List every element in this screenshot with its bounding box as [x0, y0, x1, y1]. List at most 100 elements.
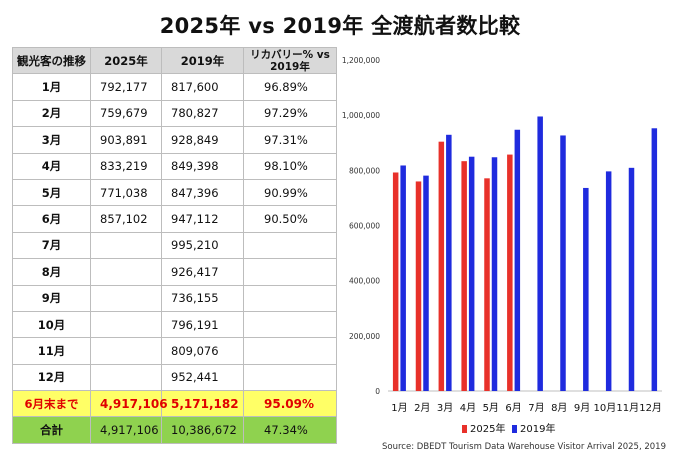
header-recovery: リカバリー% vs 2019年 [243, 46, 337, 75]
bar-2019 [651, 128, 658, 391]
cell-recovery: 97.31% [243, 126, 337, 154]
table-row: 1月 792,177 817,600 96.89% [12, 73, 337, 101]
bar-2019 [468, 156, 475, 391]
cell-month: 5月 [12, 178, 91, 207]
bar-2019 [537, 116, 543, 391]
y-tick-label: 400,000 [349, 277, 380, 286]
cell-value-2019: 736,155 [161, 284, 244, 312]
legend-swatch-2025 [462, 425, 467, 433]
table-row: 6月 857,102 947,112 90.50% [12, 205, 337, 233]
cell-value-2025 [90, 310, 162, 339]
cell-recovery [243, 363, 337, 392]
cell-value-2019: 796,191 [161, 310, 244, 339]
cell-value-2019: 5,171,182 [161, 390, 244, 418]
cell-month: 6月 [12, 205, 91, 233]
table-row: 2月 759,679 780,827 97.29% [12, 99, 337, 128]
cell-value-2025: 759,679 [90, 99, 162, 128]
bar-2019 [628, 167, 635, 391]
cell-recovery: 47.34% [243, 416, 337, 444]
cell-value-2025: 771,038 [90, 178, 162, 207]
ytd-row: 6月末まで 4,917,106 5,171,182 95.09% [12, 390, 337, 418]
cell-value-2025: 903,891 [90, 126, 162, 154]
y-tick-label: 0 [375, 387, 380, 396]
cell-month: 2月 [12, 99, 91, 128]
cell-month: 7月 [12, 231, 91, 260]
cell-value-2025: 4,917,106 [90, 416, 162, 444]
cell-value-2025 [90, 363, 162, 392]
page-title: 2025年 vs 2019年 全渡航者数比較 [159, 14, 521, 38]
bar-2025 [438, 141, 445, 391]
bar-2019 [400, 165, 406, 391]
legend-label-2019: 2019年 [520, 422, 555, 435]
table-row: 10月 796,191 [12, 310, 337, 339]
header-2019: 2019年 [161, 46, 244, 75]
table-row: 4月 833,219 849,398 98.10% [12, 152, 337, 180]
cell-value-2019: 995,210 [161, 231, 244, 260]
cell-recovery: 95.09% [243, 390, 337, 418]
cell-month: 12月 [12, 363, 91, 392]
bar-2025 [484, 178, 490, 391]
bar-2019 [605, 171, 612, 391]
cell-month: 8月 [12, 258, 91, 286]
legend-label-2025: 2025年 [470, 422, 505, 435]
table-row: 8月 926,417 [12, 258, 337, 286]
cell-value-2019: 10,386,672 [161, 416, 244, 444]
cell-value-2025 [90, 231, 162, 260]
bar-2019 [560, 135, 566, 391]
cell-value-2025: 4,917,106 [90, 390, 168, 418]
total-row: 合計 4,917,106 10,386,672 47.34% [12, 416, 337, 444]
bar-2019 [514, 129, 521, 391]
cell-value-2019: 809,076 [161, 337, 244, 365]
table-row: 11月 809,076 [12, 337, 337, 365]
cell-recovery [243, 337, 337, 365]
cell-value-2025: 833,219 [90, 152, 162, 180]
y-tick-label: 200,000 [349, 332, 380, 341]
x-tick-label: 12月 [639, 402, 662, 414]
x-tick-label: 11月 [616, 402, 639, 414]
bar-2025 [392, 172, 399, 391]
bar-2019 [446, 134, 452, 391]
cell-month: 合計 [12, 416, 91, 444]
table-header-row: 観光客の推移 2025年 2019年 リカバリー% vs 2019年 [12, 46, 337, 75]
table-row: 3月 903,891 928,849 97.31% [12, 126, 337, 154]
cell-recovery [243, 310, 337, 339]
cell-month: 9月 [12, 284, 91, 312]
cell-month: 3月 [12, 126, 91, 154]
monthly-arrivals-chart: 0 200,000 400,000 600,000 800,000 1,000,000 1,… [342, 56, 662, 435]
x-tick-label: 6月 [505, 402, 521, 414]
y-tick-label: 1,200,000 [342, 56, 380, 65]
cell-value-2025 [90, 258, 162, 286]
cell-recovery [243, 258, 337, 286]
table-row: 9月 736,155 [12, 284, 337, 312]
table-row: 5月 771,038 847,396 90.99% [12, 178, 337, 207]
cell-month: 6月末まで [12, 390, 91, 418]
bar-2025 [415, 181, 422, 391]
source-note: Source: DBEDT Tourism Data Warehouse Vis… [382, 442, 666, 452]
y-tick-label: 800,000 [349, 166, 380, 175]
cell-value-2019: 926,417 [161, 258, 244, 286]
cell-value-2025 [90, 284, 162, 312]
y-tick-label: 600,000 [349, 222, 380, 231]
cell-value-2025 [90, 337, 162, 365]
cell-value-2019: 849,398 [161, 152, 244, 180]
cell-recovery [243, 231, 337, 260]
cell-month: 10月 [12, 310, 91, 339]
x-tick-label: 7月 [528, 402, 544, 414]
header-2025: 2025年 [90, 46, 162, 75]
bar-2025 [461, 161, 467, 391]
cell-value-2019: 817,600 [161, 73, 244, 101]
cell-month: 4月 [12, 152, 91, 180]
bar-2025 [507, 154, 513, 391]
x-tick-label: 4月 [460, 402, 476, 414]
x-tick-label: 1月 [391, 402, 407, 414]
cell-value-2019: 947,112 [161, 205, 244, 233]
table-row: 12月 952,441 [12, 363, 337, 392]
header-period: 観光客の推移 [12, 46, 91, 75]
cell-value-2019: 847,396 [161, 178, 244, 207]
cell-recovery: 90.50% [243, 205, 337, 233]
cell-month: 11月 [12, 337, 91, 365]
cell-value-2019: 952,441 [161, 363, 244, 392]
cell-recovery: 90.99% [243, 178, 337, 207]
x-tick-label: 10月 [594, 402, 617, 414]
cell-value-2019: 780,827 [161, 99, 244, 128]
